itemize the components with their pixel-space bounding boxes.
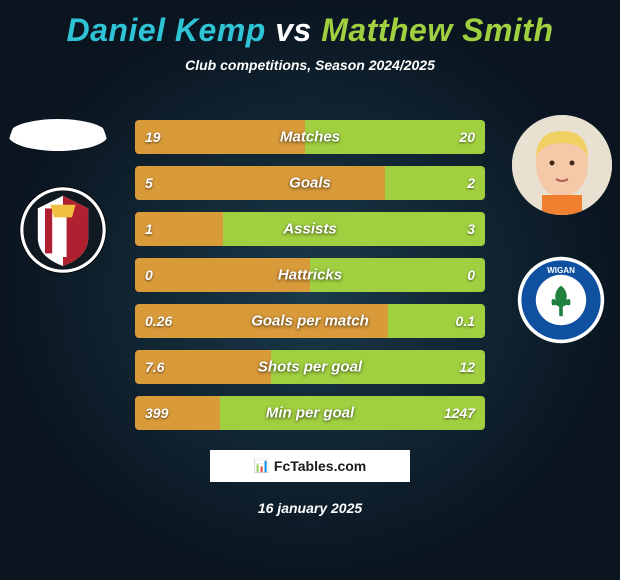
stats-bars: 19 20 Matches 5 2 Goals 1 3 Assists 0 0 Hattricks 0.… (135, 120, 485, 442)
watermark-text: FcTables.com (274, 458, 366, 474)
stat-value-right: 2 (467, 175, 475, 191)
chart-icon: 📊 (254, 458, 270, 474)
stat-label: Assists (283, 221, 336, 238)
stat-value-left: 5 (145, 175, 153, 191)
bar-segment-right (223, 212, 486, 246)
stat-row: 399 1247 Min per goal (135, 396, 485, 430)
stat-label: Hattricks (278, 267, 342, 284)
title-player1: Daniel Kemp (67, 12, 266, 48)
stat-value-right: 12 (459, 359, 475, 375)
stat-row: 0 0 Hattricks (135, 258, 485, 292)
stat-value-left: 0 (145, 267, 153, 283)
player2-club-badge: WIGAN (516, 255, 606, 345)
page-title: Daniel Kemp vs Matthew Smith (0, 0, 620, 49)
stat-value-left: 19 (145, 129, 161, 145)
stat-row: 0.26 0.1 Goals per match (135, 304, 485, 338)
stat-value-right: 20 (459, 129, 475, 145)
stat-row: 5 2 Goals (135, 166, 485, 200)
date-label: 16 january 2025 (258, 500, 362, 516)
watermark: 📊 FcTables.com (210, 450, 410, 482)
stat-row: 7.6 12 Shots per goal (135, 350, 485, 384)
title-player2: Matthew Smith (321, 12, 553, 48)
stat-value-right: 3 (467, 221, 475, 237)
stat-value-left: 399 (145, 405, 168, 421)
title-vs: vs (275, 12, 312, 48)
stat-label: Min per goal (266, 405, 354, 422)
player2-avatar (512, 115, 612, 215)
stat-value-left: 0.26 (145, 313, 172, 329)
stat-value-left: 1 (145, 221, 153, 237)
stat-label: Shots per goal (258, 359, 362, 376)
subtitle: Club competitions, Season 2024/2025 (0, 57, 620, 73)
player2-avatar-image (512, 115, 612, 215)
stevenage-badge-icon (18, 185, 108, 275)
content-root: Daniel Kemp vs Matthew Smith Club compet… (0, 0, 620, 580)
stat-value-right: 0.1 (456, 313, 475, 329)
stat-value-right: 0 (467, 267, 475, 283)
stat-value-left: 7.6 (145, 359, 164, 375)
stat-row: 1 3 Assists (135, 212, 485, 246)
player1-club-badge (18, 185, 108, 275)
stat-label: Goals per match (251, 313, 369, 330)
stat-value-right: 1247 (444, 405, 475, 421)
wigan-badge-icon: WIGAN (516, 255, 606, 345)
stat-label: Matches (280, 129, 340, 146)
stat-label: Goals (289, 175, 331, 192)
bar-segment-left (135, 166, 385, 200)
stat-row: 19 20 Matches (135, 120, 485, 154)
wigan-badge-text: WIGAN (547, 266, 575, 275)
